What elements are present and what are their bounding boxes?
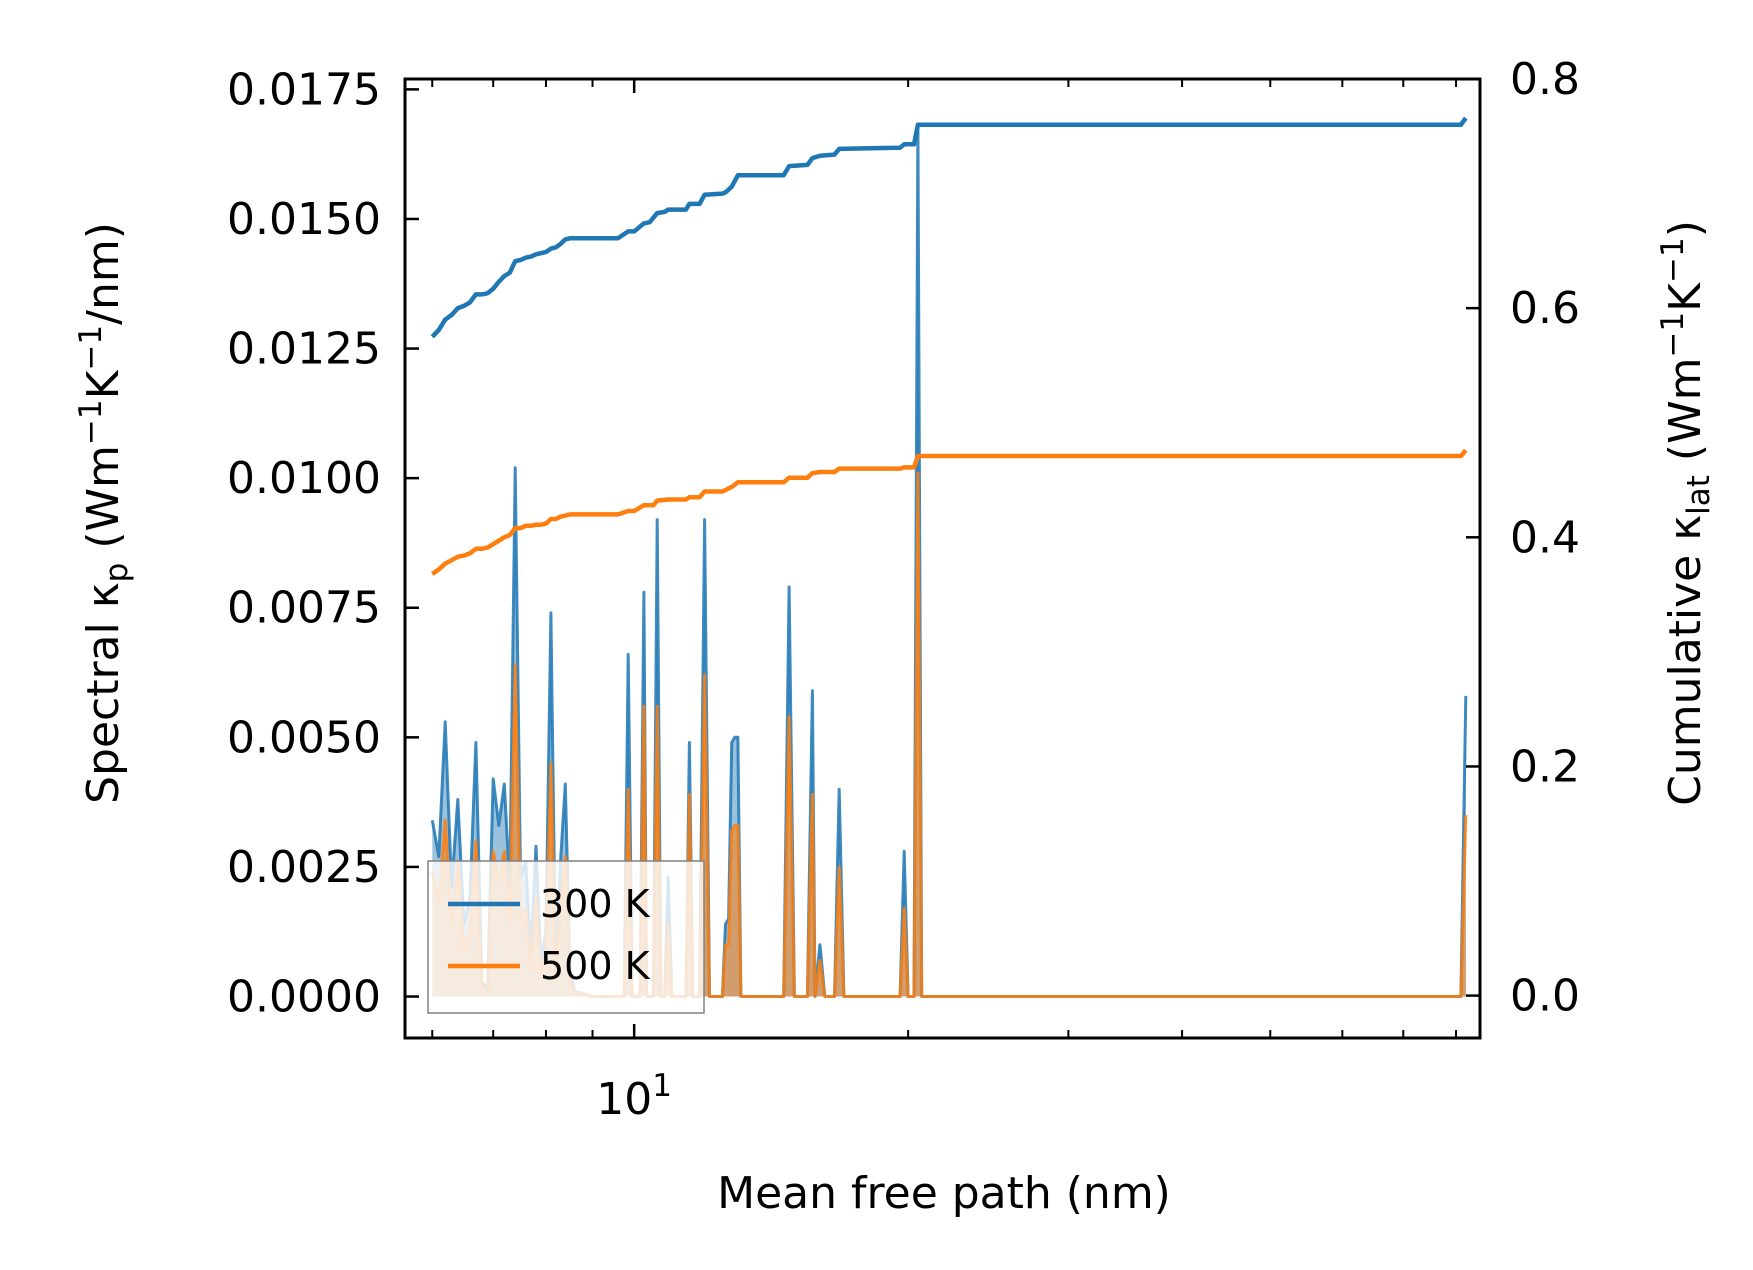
cumulative-line-300k bbox=[430, 116, 1468, 339]
axis-ticks: 0.00000.00250.00500.00750.01000.01250.01… bbox=[227, 54, 1580, 1125]
y-left-tick-label: 0.0025 bbox=[227, 842, 381, 893]
y-right-tick-label: 0.6 bbox=[1510, 283, 1580, 334]
spectral-line-300k bbox=[430, 124, 1468, 998]
cumulative-line-500k bbox=[431, 448, 1468, 576]
legend-box bbox=[427, 860, 705, 1014]
y-right-tick-label: 0.8 bbox=[1510, 54, 1580, 105]
y-left-tick-label: 0.0050 bbox=[227, 712, 381, 763]
y-axis-right-label: Cumulative κlat (Wm−1K−1) bbox=[1655, 220, 1717, 806]
y-left-tick-label: 0.0100 bbox=[227, 453, 381, 504]
y-left-tick-label: 0.0075 bbox=[227, 583, 381, 634]
y-right-tick-label: 0.0 bbox=[1510, 971, 1580, 1022]
y-left-tick-label: 0.0175 bbox=[227, 64, 381, 115]
x-axis-label: Mean free path (nm) bbox=[717, 1168, 1171, 1219]
legend-label-300k: 300 K bbox=[540, 882, 651, 926]
x-tick-label: 101 bbox=[596, 1068, 672, 1125]
legend-label-500k: 500 K bbox=[540, 944, 651, 988]
y-right-tick-label: 0.2 bbox=[1510, 741, 1580, 792]
y-right-tick-label: 0.4 bbox=[1510, 512, 1580, 563]
spectral-line-500k bbox=[430, 471, 1468, 998]
y-left-tick-label: 0.0150 bbox=[227, 194, 381, 245]
y-left-tick-label: 0.0000 bbox=[227, 972, 381, 1023]
legend: 300 K 500 K bbox=[427, 860, 705, 1014]
axes-frame bbox=[403, 77, 1482, 1040]
y-axis-left-label: Spectral κp (Wm−1K−1/nm) bbox=[73, 222, 135, 804]
y-left-tick-label: 0.0125 bbox=[227, 324, 381, 375]
